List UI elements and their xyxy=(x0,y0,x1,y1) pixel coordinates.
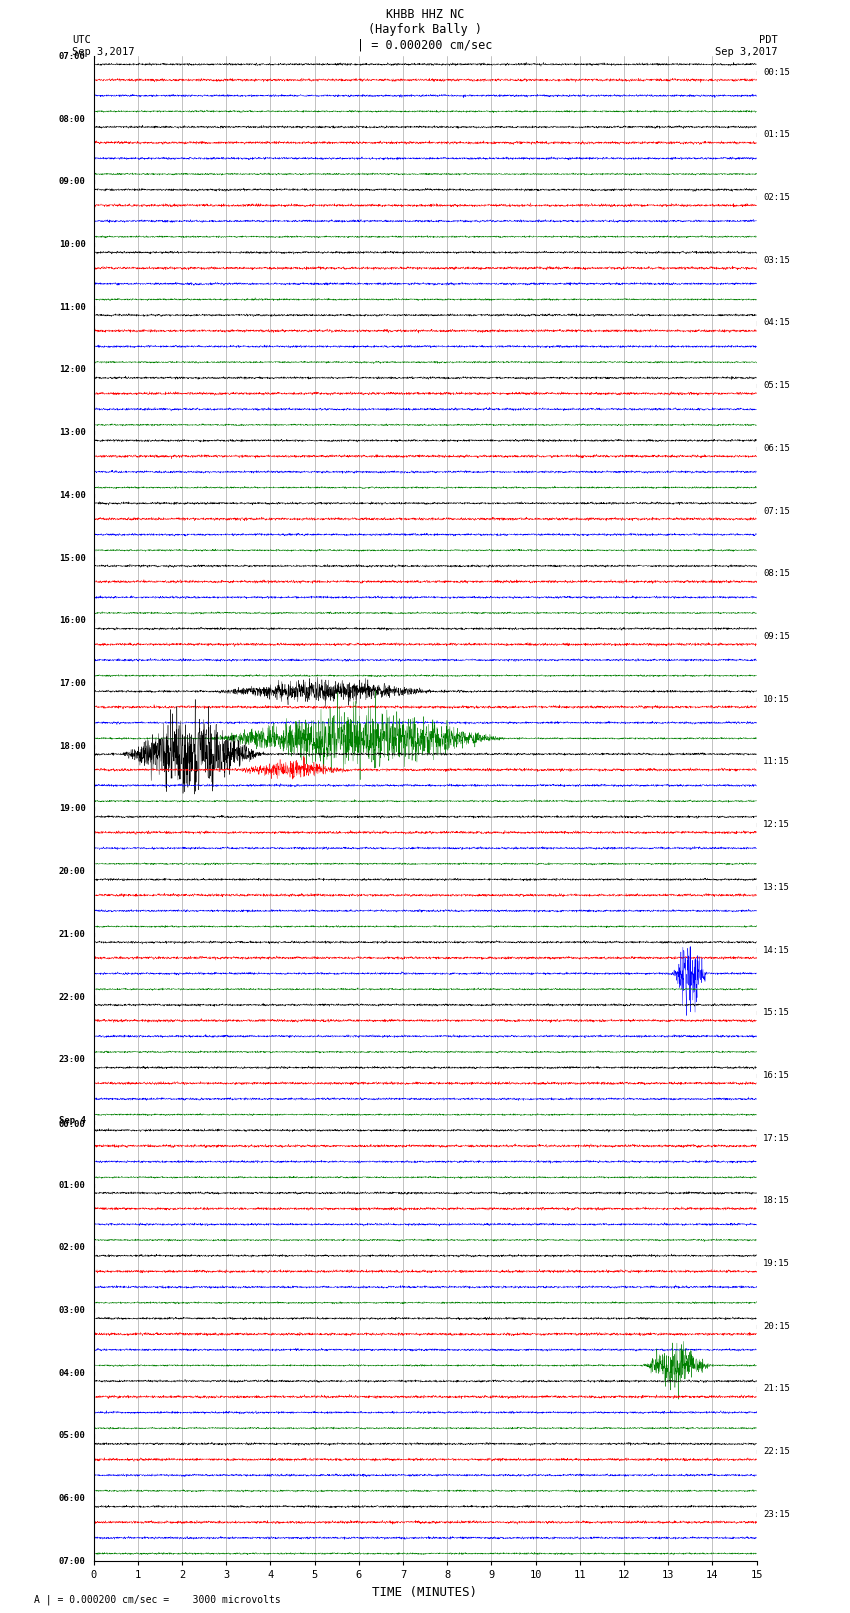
Text: 21:00: 21:00 xyxy=(59,929,86,939)
Text: 23:00: 23:00 xyxy=(59,1055,86,1065)
Text: 03:00: 03:00 xyxy=(59,1307,86,1315)
Text: 19:00: 19:00 xyxy=(59,805,86,813)
Text: 02:00: 02:00 xyxy=(59,1244,86,1252)
Text: 12:15: 12:15 xyxy=(763,819,790,829)
Text: 06:00: 06:00 xyxy=(59,1494,86,1503)
Text: 15:00: 15:00 xyxy=(59,553,86,563)
Text: A | = 0.000200 cm/sec =    3000 microvolts: A | = 0.000200 cm/sec = 3000 microvolts xyxy=(34,1594,280,1605)
Text: 14:00: 14:00 xyxy=(59,490,86,500)
Text: 23:15: 23:15 xyxy=(763,1510,790,1519)
Text: 04:15: 04:15 xyxy=(763,318,790,327)
Text: 16:15: 16:15 xyxy=(763,1071,790,1081)
Text: 10:15: 10:15 xyxy=(763,695,790,703)
Text: 00:00: 00:00 xyxy=(59,1121,86,1129)
Text: 13:15: 13:15 xyxy=(763,882,790,892)
Text: Sep 3,2017: Sep 3,2017 xyxy=(715,47,778,56)
Text: 10:00: 10:00 xyxy=(59,240,86,248)
Text: 07:00: 07:00 xyxy=(59,1557,86,1566)
X-axis label: TIME (MINUTES): TIME (MINUTES) xyxy=(372,1586,478,1598)
Text: 12:00: 12:00 xyxy=(59,366,86,374)
Text: UTC: UTC xyxy=(72,35,91,45)
Text: 17:00: 17:00 xyxy=(59,679,86,689)
Text: 05:15: 05:15 xyxy=(763,381,790,390)
Text: 20:00: 20:00 xyxy=(59,868,86,876)
Text: 19:15: 19:15 xyxy=(763,1260,790,1268)
Text: Sep 3,2017: Sep 3,2017 xyxy=(72,47,135,56)
Text: 13:00: 13:00 xyxy=(59,427,86,437)
Text: 02:15: 02:15 xyxy=(763,194,790,202)
Text: 11:00: 11:00 xyxy=(59,303,86,311)
Text: 07:15: 07:15 xyxy=(763,506,790,516)
Text: 21:15: 21:15 xyxy=(763,1384,790,1394)
Text: 00:15: 00:15 xyxy=(763,68,790,77)
Text: PDT: PDT xyxy=(759,35,778,45)
Text: 08:15: 08:15 xyxy=(763,569,790,579)
Text: 09:15: 09:15 xyxy=(763,632,790,640)
Text: 05:00: 05:00 xyxy=(59,1431,86,1440)
Text: 20:15: 20:15 xyxy=(763,1321,790,1331)
Text: 15:15: 15:15 xyxy=(763,1008,790,1018)
Text: 03:15: 03:15 xyxy=(763,256,790,265)
Text: 17:15: 17:15 xyxy=(763,1134,790,1142)
Text: 09:00: 09:00 xyxy=(59,177,86,187)
Text: 18:15: 18:15 xyxy=(763,1197,790,1205)
Text: 22:00: 22:00 xyxy=(59,992,86,1002)
Text: 11:15: 11:15 xyxy=(763,758,790,766)
Text: Sep 4: Sep 4 xyxy=(59,1116,86,1124)
Text: 14:15: 14:15 xyxy=(763,945,790,955)
Text: 01:00: 01:00 xyxy=(59,1181,86,1190)
Text: 18:00: 18:00 xyxy=(59,742,86,750)
Text: 08:00: 08:00 xyxy=(59,115,86,124)
Text: 01:15: 01:15 xyxy=(763,131,790,139)
Text: 04:00: 04:00 xyxy=(59,1369,86,1378)
Title: KHBB HHZ NC
(Hayfork Bally )
| = 0.000200 cm/sec: KHBB HHZ NC (Hayfork Bally ) | = 0.00020… xyxy=(357,8,493,52)
Text: 16:00: 16:00 xyxy=(59,616,86,626)
Text: 07:00: 07:00 xyxy=(59,52,86,61)
Text: 06:15: 06:15 xyxy=(763,444,790,453)
Text: 22:15: 22:15 xyxy=(763,1447,790,1457)
